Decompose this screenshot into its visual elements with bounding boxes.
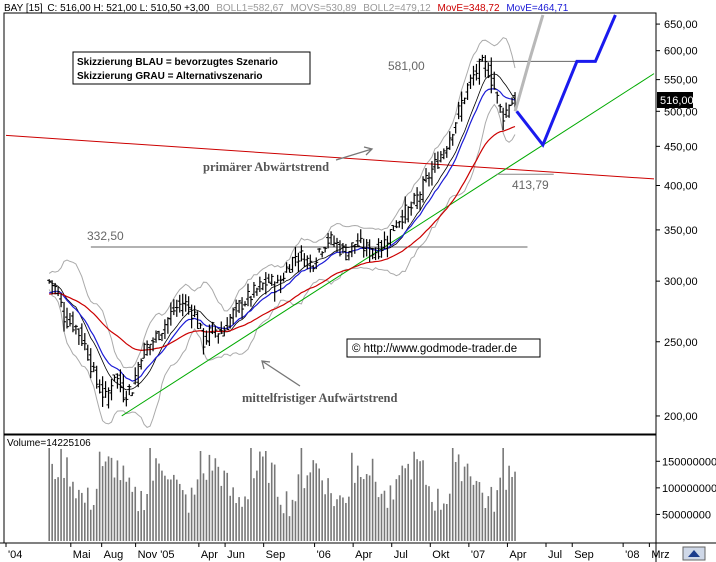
volume-bars — [48, 448, 516, 541]
level-label-332: 332,50 — [87, 229, 124, 243]
move2-label: MovE=464,71 — [506, 3, 568, 14]
time-axis-ticks: '04 Mai Aug Nov '05 Apr Jun Sep '06 Apr Jul Okt '07… — [5, 543, 670, 561]
medium-trend-arrow — [261, 360, 301, 387]
level-label-high: 581,00 — [388, 59, 425, 73]
time-tick-label: Mrz — [651, 549, 669, 561]
short-moving-average-line — [48, 73, 516, 391]
boll1-label: BOLL1=582,67 — [216, 3, 284, 14]
volume-tick-label: 150000000 — [662, 456, 716, 468]
blue-scenario-line — [515, 14, 617, 148]
volume-tick-label: 50000000 — [662, 509, 711, 521]
price-tick-label: 650,00 — [664, 19, 698, 31]
time-tick-label: Sep — [574, 549, 594, 561]
price-tick-label: 350,00 — [664, 225, 698, 237]
bollinger-lower-line — [48, 103, 516, 428]
legend-line-gray: Skizzierung GRAU = Alternativszenario — [77, 71, 263, 82]
price-tick-label: 250,00 — [664, 337, 698, 349]
copyright-box — [346, 338, 541, 358]
time-tick-label: Jul — [394, 549, 408, 561]
level-label-413: 413,79 — [512, 178, 549, 192]
volume-tick-label: 100000000 — [662, 483, 716, 495]
price-tick-label: 550,00 — [664, 75, 698, 87]
time-tick-label: Jun — [227, 549, 245, 561]
current-price-value: 516,00 — [660, 95, 694, 107]
moving-averages — [48, 73, 516, 391]
time-tick-label: Apr — [509, 549, 526, 561]
time-tick-label: '07 — [471, 549, 485, 561]
volume-panel-frame — [3, 434, 657, 544]
price-tick-label: 300,00 — [664, 276, 698, 288]
price-tick-label: 200,00 — [664, 411, 698, 423]
primary-trend-arrow — [335, 146, 374, 161]
current-price-tag — [657, 92, 693, 108]
ohlc-label: C: 516,00 H: 521,00 L: 510,50 +3,00 — [47, 3, 210, 14]
time-tick-label: Apr — [201, 549, 218, 561]
blue-moving-average-line — [49, 88, 516, 382]
chart-corner-icon[interactable] — [682, 546, 706, 561]
time-tick-label: '08 — [625, 549, 639, 561]
move1-label: MovE=348,72 — [438, 3, 500, 14]
volume-axis-ticks: 50000000 100000000 150000000 — [656, 456, 716, 521]
red-moving-average-line — [49, 125, 516, 352]
volume-label: Volume=14225106 — [7, 438, 91, 449]
time-tick-label: '04 — [8, 549, 22, 561]
time-tick-label: Aug — [104, 549, 124, 561]
price-tick-label: 400,00 — [664, 180, 698, 192]
price-axis-ticks: 200,00 250,00 300,00 350,00 400,00 450,00 500,… — [656, 19, 698, 423]
price-bars — [47, 54, 518, 409]
time-tick-label: Okt — [432, 549, 449, 561]
primary-downtrend-line — [5, 134, 655, 180]
time-tick-label: Apr — [355, 549, 372, 561]
primary-trend-label: primärer Abwärtstrend — [203, 160, 329, 174]
price-tick-label: 450,00 — [664, 141, 698, 153]
bollinger-bands — [48, 37, 516, 428]
movs-label: MOVS=530,89 — [291, 3, 357, 14]
gray-scenario-line — [513, 14, 545, 112]
time-tick-label: '06 — [317, 549, 331, 561]
legend-line-blue: Skizzierung BLAU = bevorzugtes Szenario — [77, 57, 278, 68]
scenario-sketches — [513, 14, 617, 148]
symbol-label: BAY [15] — [4, 3, 43, 14]
header-text: BAY [15] C: 516,00 H: 521,00 L: 510,50 +… — [4, 3, 569, 14]
boll2-label: BOLL2=479,12 — [363, 3, 431, 14]
time-tick-label: Jul — [548, 549, 562, 561]
time-tick-label: Sep — [266, 549, 286, 561]
bollinger-upper-line — [48, 37, 516, 369]
copyright-text: © http://www.godmode-trader.de — [352, 343, 517, 355]
time-tick-label: Mai — [73, 549, 91, 561]
medium-trend-label: mittelfristiger Aufwärtstrend — [242, 391, 397, 405]
price-tick-label: 600,00 — [664, 46, 698, 58]
price-tick-label: 500,00 — [664, 106, 698, 118]
time-tick-label: Nov '05 — [138, 549, 175, 561]
legend-box — [72, 51, 311, 85]
